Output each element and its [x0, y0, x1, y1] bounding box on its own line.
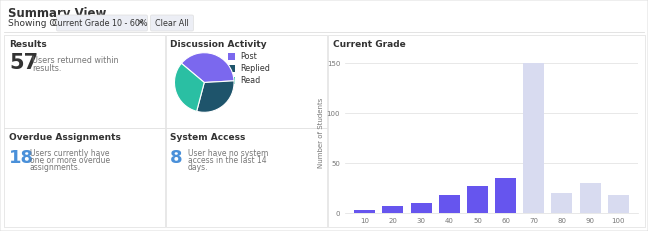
Bar	[523, 63, 544, 213]
Text: assignments.: assignments.	[30, 163, 81, 172]
Text: Summary View: Summary View	[8, 7, 106, 20]
Text: Replied: Replied	[240, 64, 270, 73]
Text: one or more overdue: one or more overdue	[30, 156, 110, 165]
Bar	[354, 210, 375, 213]
Text: 57: 57	[9, 53, 38, 73]
Text: Discussion Activity: Discussion Activity	[170, 40, 266, 49]
Text: Clear All: Clear All	[155, 18, 189, 27]
FancyBboxPatch shape	[150, 15, 194, 31]
Text: Users currently have: Users currently have	[30, 149, 110, 158]
Text: Current Grade: Current Grade	[333, 40, 406, 49]
Text: 18: 18	[9, 149, 34, 167]
Text: results.: results.	[32, 64, 62, 73]
FancyBboxPatch shape	[166, 128, 327, 227]
Bar	[467, 186, 488, 213]
Text: 8: 8	[170, 149, 183, 167]
Text: Overdue Assignments: Overdue Assignments	[9, 133, 121, 142]
Text: Read: Read	[240, 76, 260, 85]
Text: access in the last 14: access in the last 14	[188, 156, 266, 165]
Bar	[495, 178, 516, 213]
Bar	[439, 195, 460, 213]
Y-axis label: Number of Students: Number of Students	[318, 98, 324, 168]
Wedge shape	[174, 63, 204, 111]
Bar	[551, 193, 572, 213]
Text: User have no system: User have no system	[188, 149, 268, 158]
Text: Results: Results	[9, 40, 47, 49]
Text: days.: days.	[188, 163, 209, 172]
Text: System Access: System Access	[170, 133, 246, 142]
FancyBboxPatch shape	[56, 15, 148, 31]
FancyBboxPatch shape	[4, 128, 165, 227]
Text: Showing Only: Showing Only	[8, 18, 70, 27]
FancyBboxPatch shape	[228, 65, 235, 72]
FancyBboxPatch shape	[228, 53, 235, 60]
Text: Users returned within: Users returned within	[32, 56, 119, 65]
Text: ×: ×	[137, 18, 145, 27]
Bar	[608, 195, 629, 213]
Bar	[410, 203, 432, 213]
Bar	[579, 183, 601, 213]
FancyBboxPatch shape	[228, 77, 235, 84]
FancyBboxPatch shape	[166, 35, 327, 128]
FancyBboxPatch shape	[328, 35, 645, 227]
Wedge shape	[196, 81, 234, 112]
FancyBboxPatch shape	[4, 35, 165, 128]
Bar	[382, 206, 404, 213]
Text: Post: Post	[240, 52, 257, 61]
Wedge shape	[181, 53, 234, 82]
Text: Current Grade 10 - 60%: Current Grade 10 - 60%	[52, 18, 147, 27]
